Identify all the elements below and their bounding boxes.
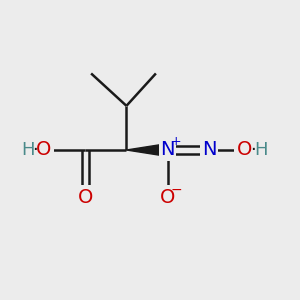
Text: N: N (160, 140, 175, 160)
Text: −: − (170, 183, 182, 197)
Text: +: + (171, 135, 181, 148)
Text: O: O (160, 188, 176, 207)
Text: O: O (236, 140, 252, 160)
Text: N: N (202, 140, 216, 160)
Text: O: O (36, 140, 52, 160)
Polygon shape (126, 143, 168, 157)
Text: ·: · (250, 141, 256, 159)
Text: H: H (255, 141, 268, 159)
Text: H: H (21, 141, 34, 159)
Text: ·: · (32, 141, 38, 159)
Text: O: O (77, 188, 93, 207)
